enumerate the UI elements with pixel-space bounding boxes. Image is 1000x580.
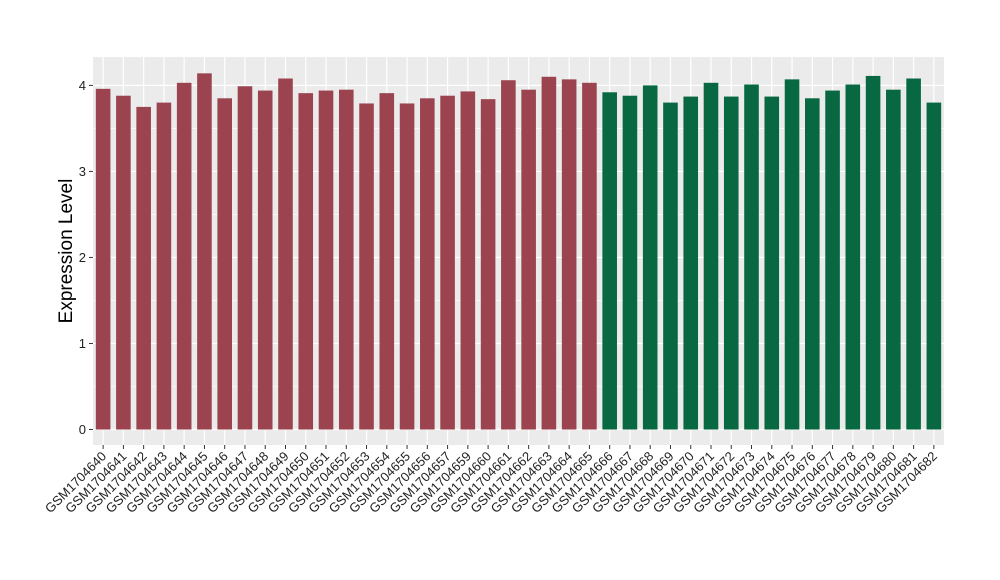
bar-GSM1704680: [886, 89, 901, 430]
bar-GSM1704679: [865, 75, 881, 430]
bar-GSM1704647: [237, 86, 253, 430]
y-tick-label: 4: [79, 78, 86, 93]
bar-GSM1704643: [156, 102, 172, 430]
bar-GSM1704642: [136, 106, 151, 430]
y-axis: 0 1 2 3 4: [79, 78, 93, 437]
bar-GSM1704676: [805, 98, 820, 430]
bar-GSM1704656: [420, 98, 435, 430]
bar-GSM1704659: [460, 91, 476, 430]
bar-GSM1704648: [257, 90, 273, 430]
bar-GSM1704662: [521, 89, 536, 430]
bar-GSM1704663: [541, 76, 557, 430]
bar-GSM1704644: [176, 82, 192, 430]
bar-GSM1704655: [399, 103, 415, 430]
bar-GSM1704675: [784, 79, 800, 430]
x-axis: GSM1704640GSM1704641GSM1704642GSM1704643…: [42, 445, 940, 516]
bar-GSM1704668: [642, 85, 658, 430]
bar-GSM1704654: [379, 93, 395, 430]
bar-GSM1704678: [845, 84, 861, 430]
bar-GSM1704652: [338, 89, 354, 430]
bar-GSM1704669: [663, 102, 678, 430]
y-tick-label: 2: [79, 250, 86, 265]
bar-GSM1704665: [582, 82, 597, 430]
y-tick-label: 0: [79, 422, 86, 437]
bar-GSM1704650: [298, 93, 314, 430]
bars: [95, 73, 942, 430]
bar-GSM1704682: [926, 102, 942, 430]
y-tick-label: 1: [79, 336, 86, 351]
y-tick-label: 3: [79, 164, 86, 179]
bar-GSM1704645: [197, 73, 212, 430]
bar-GSM1704670: [683, 96, 699, 430]
bar-GSM1704640: [95, 88, 111, 430]
bar-GSM1704660: [480, 99, 496, 430]
bar-GSM1704653: [359, 103, 374, 430]
bar-GSM1704649: [278, 78, 293, 430]
bar-GSM1704681: [906, 78, 921, 430]
bar-GSM1704661: [501, 80, 516, 430]
bar-GSM1704664: [561, 79, 577, 430]
bar-GSM1704667: [622, 95, 638, 430]
bar-GSM1704672: [723, 96, 739, 430]
bar-GSM1704674: [764, 96, 780, 430]
bar-GSM1704657: [440, 95, 455, 430]
y-axis-title: Expression Level: [56, 179, 77, 324]
bar-GSM1704671: [703, 82, 719, 430]
bar-GSM1704677: [825, 90, 840, 430]
plot-panel: [93, 57, 944, 445]
bar-GSM1704673: [744, 84, 759, 430]
bar-GSM1704666: [602, 92, 617, 430]
bar-GSM1704641: [116, 95, 131, 430]
bar-GSM1704646: [217, 98, 232, 430]
bar-GSM1704651: [318, 90, 334, 430]
